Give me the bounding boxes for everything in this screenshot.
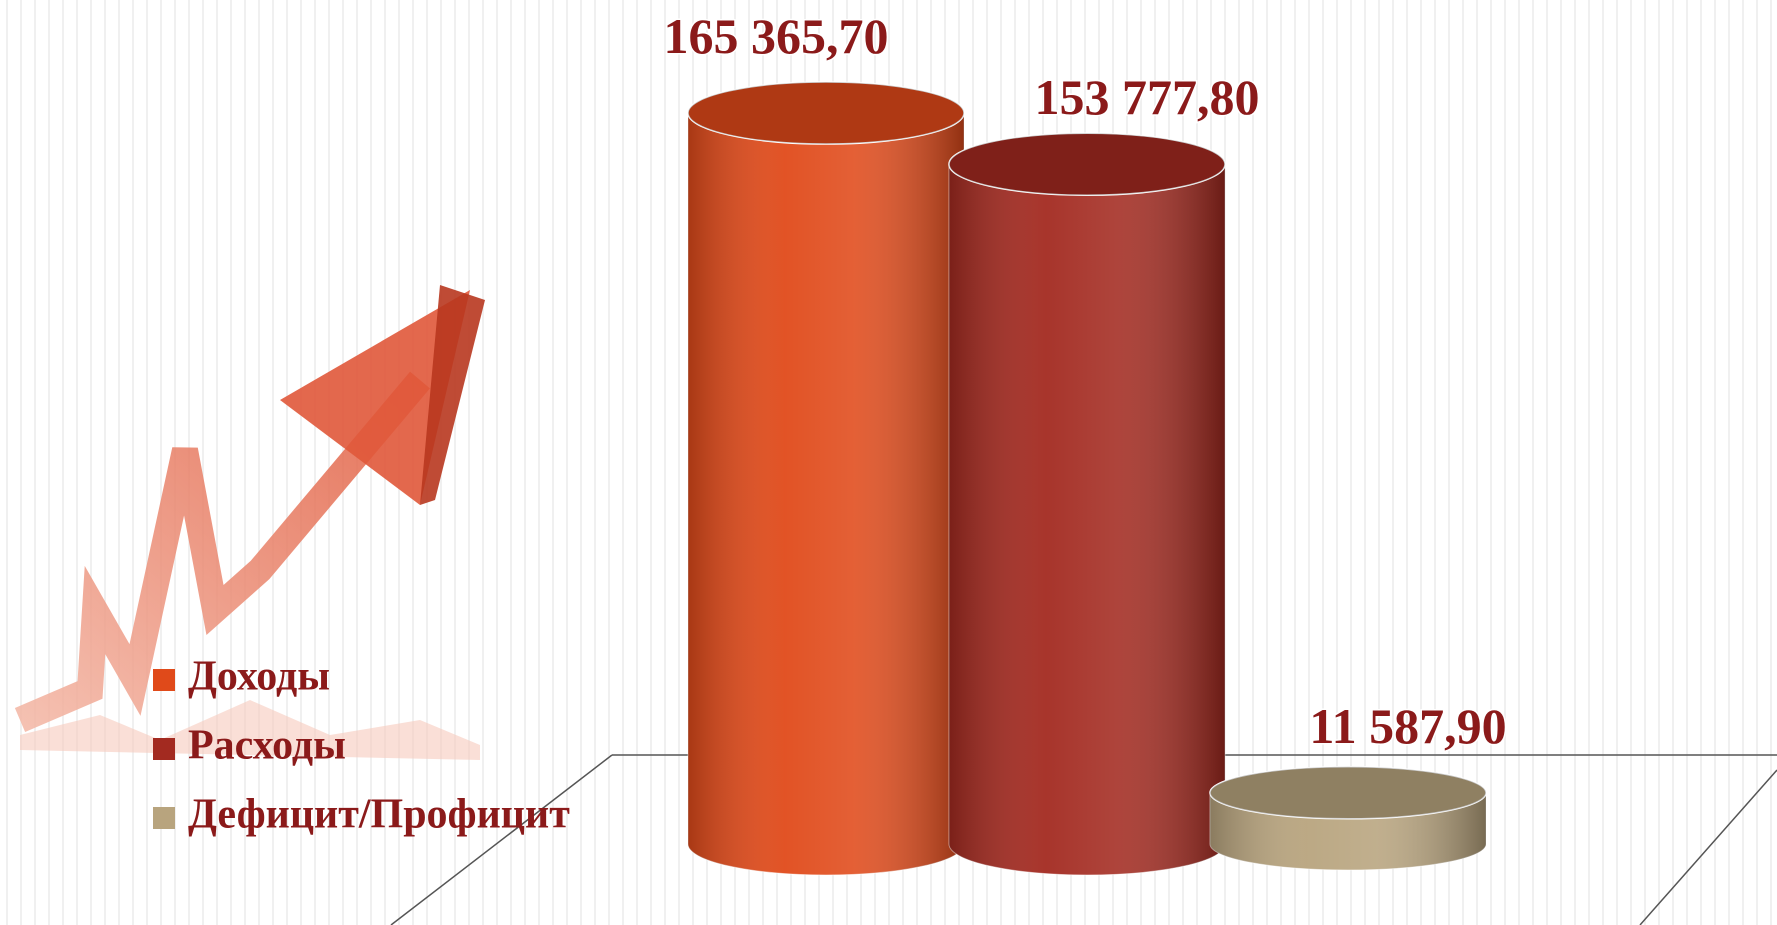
bars: 165 365,70 153 777,80 11 587,90	[662, 7, 1508, 876]
cylinder	[687, 81, 965, 876]
legend-swatch	[153, 669, 175, 691]
legend-label: Расходы	[188, 723, 346, 769]
legend-swatch	[153, 738, 175, 760]
cylinder	[1209, 766, 1487, 871]
legend-label: Дефицит/Профицит	[188, 792, 570, 838]
cylinder-top-shade	[688, 82, 964, 144]
value-label: 153 777,80	[1035, 69, 1260, 125]
legend-label: Доходы	[188, 654, 330, 700]
cylinder-top-shade	[1210, 766, 1486, 819]
value-label: 11 587,90	[1309, 698, 1506, 754]
cylinder-top-shade	[949, 133, 1225, 196]
legend-swatch	[153, 807, 175, 829]
cylinder	[948, 132, 1226, 876]
legend: Доходы Расходы Дефицит/Профицит	[153, 654, 570, 838]
floor-edge	[390, 754, 613, 925]
cylinder-top	[948, 132, 1226, 196]
floor-edge	[1639, 769, 1777, 925]
cylinder-top	[687, 81, 965, 145]
arrow-decoration	[14, 285, 485, 760]
cylinder-shade	[949, 164, 1225, 876]
value-label: 165 365,70	[664, 8, 889, 64]
cylinder-top	[1209, 766, 1487, 820]
cylinder-shade	[688, 113, 964, 875]
